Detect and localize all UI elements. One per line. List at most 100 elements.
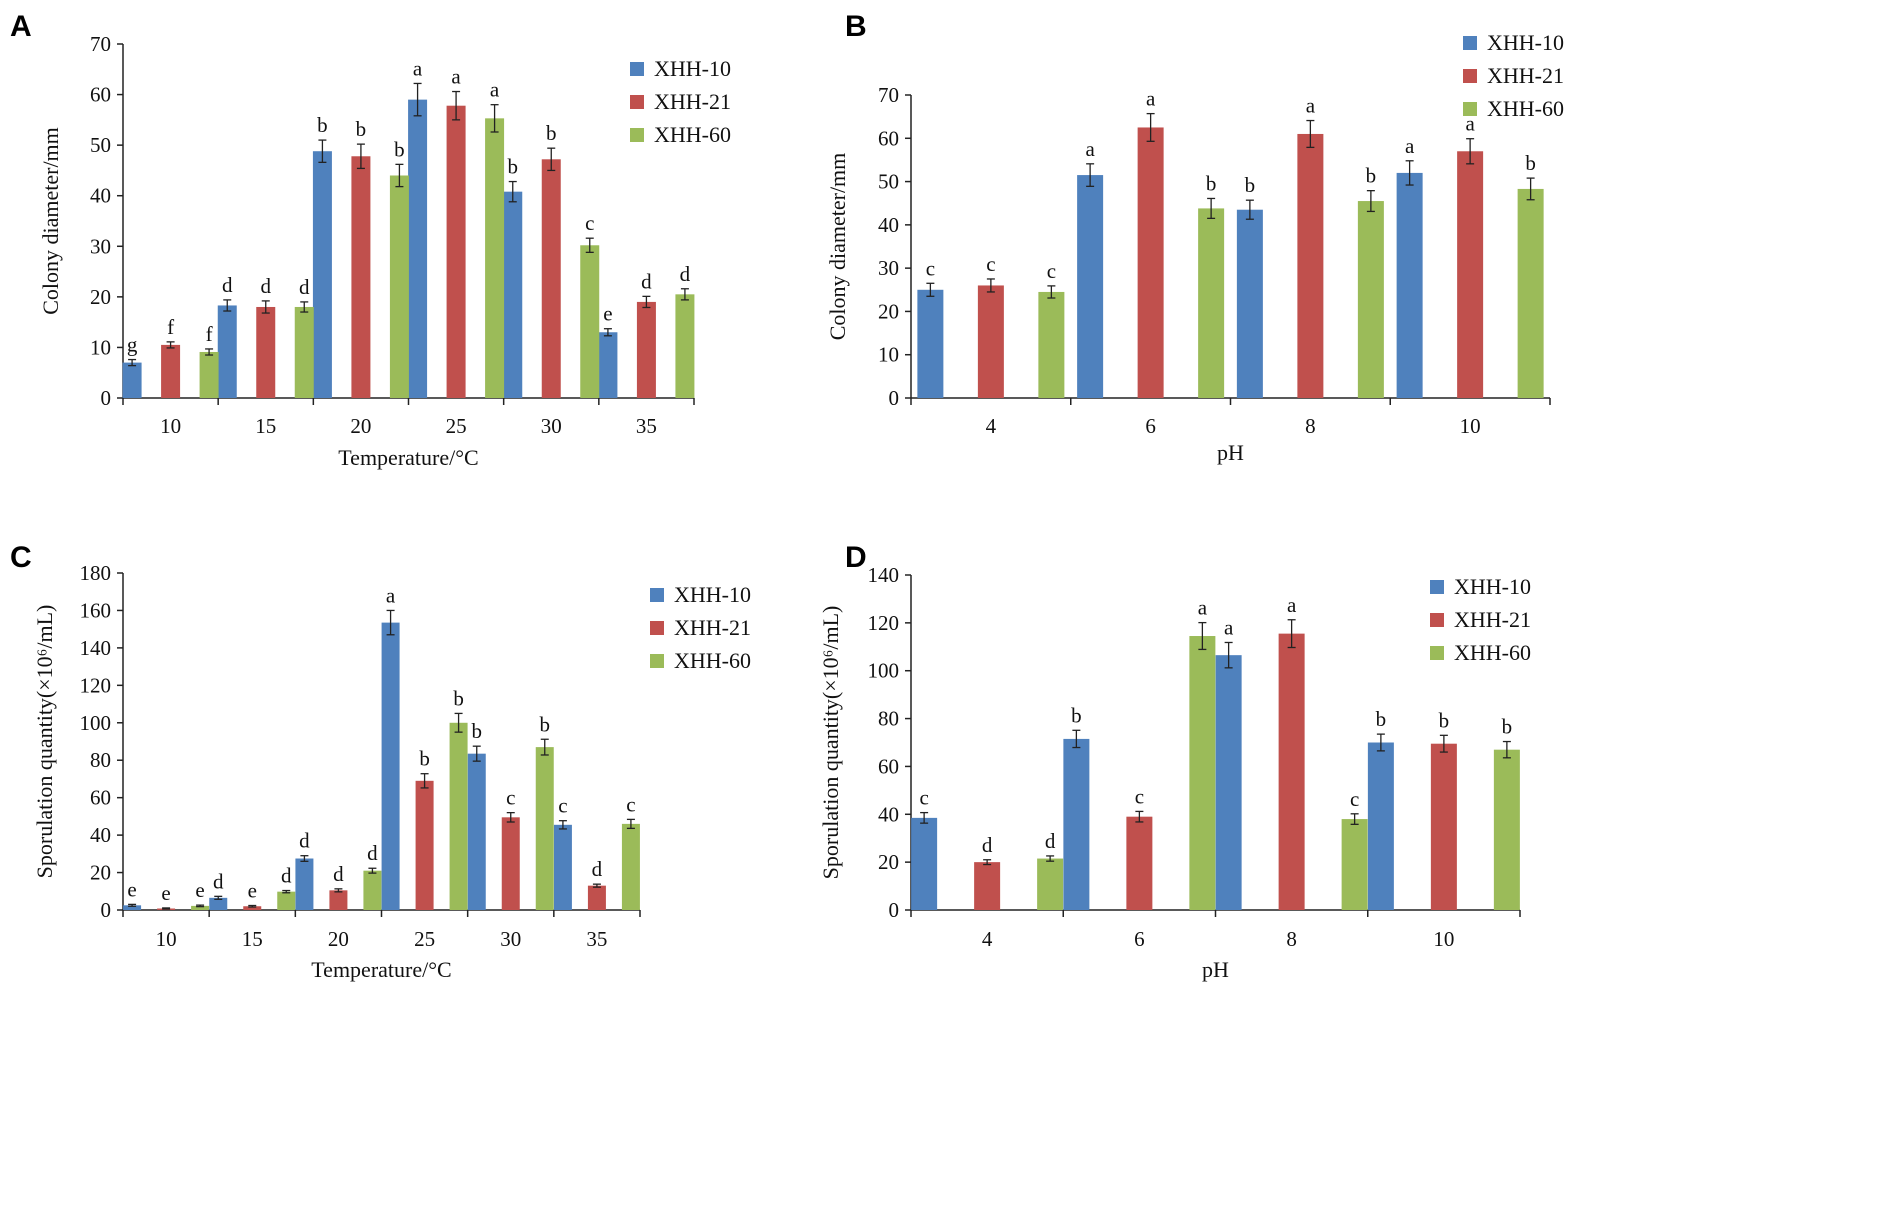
x-tick-label-c: 25: [414, 927, 435, 951]
bar-d-xhh-60: [1493, 749, 1520, 910]
significance-letter-d: b: [1376, 707, 1387, 731]
bar-c-xhh-21: [243, 906, 262, 910]
significance-letter-a: d: [680, 262, 691, 286]
y-tick-label-b: 0: [889, 386, 900, 410]
bar-d-xhh-21: [1278, 633, 1305, 910]
legend-swatch-c: [650, 588, 664, 602]
x-tick-label-d: 4: [982, 927, 993, 951]
y-tick-label-a: 30: [90, 234, 111, 258]
significance-letter-a: d: [222, 273, 233, 297]
bar-b-xhh-21: [1137, 127, 1164, 398]
significance-letter-d: a: [1198, 596, 1208, 620]
bar-a-xhh-60: [199, 351, 219, 398]
bar-b-xhh-60: [1198, 208, 1225, 398]
significance-letter-d: d: [982, 833, 993, 857]
bar-a-xhh-10: [217, 305, 237, 398]
bar-a-xhh-21: [446, 105, 466, 398]
significance-letter-a: b: [317, 113, 328, 137]
x-tick-label-d: 6: [1134, 927, 1145, 951]
y-tick-label-d: 20: [878, 850, 899, 874]
significance-letter-a: c: [585, 211, 594, 235]
bar-c-xhh-10: [123, 905, 142, 910]
significance-letter-a: a: [413, 56, 423, 80]
significance-letter-b: b: [1525, 151, 1536, 175]
y-tick-label-b: 40: [878, 213, 899, 237]
bar-a-xhh-60: [294, 306, 314, 398]
panel-label-d: D: [845, 541, 867, 574]
significance-letter-b: a: [1306, 94, 1316, 118]
significance-letter-d: a: [1224, 615, 1234, 639]
significance-letter-c: b: [472, 719, 483, 743]
y-axis-title-b: Colony diameter/mm: [825, 153, 850, 341]
bar-a-xhh-10: [408, 99, 428, 398]
y-tick-label-a: 40: [90, 184, 111, 208]
x-axis-title-a: Temperature/°C: [338, 445, 478, 470]
bar-c-xhh-60: [621, 823, 640, 910]
y-tick-label-c: 20: [90, 861, 111, 885]
x-tick-label-a: 15: [255, 414, 276, 438]
y-tick-label-b: 70: [878, 83, 899, 107]
significance-letter-a: d: [261, 274, 272, 298]
x-tick-label-b: 6: [1145, 414, 1156, 438]
x-tick-label-c: 20: [328, 927, 349, 951]
y-tick-label-a: 60: [90, 83, 111, 107]
bar-a-xhh-10: [312, 151, 332, 398]
legend-swatch-b: [1463, 69, 1477, 83]
bar-b-xhh-10: [1236, 209, 1263, 398]
y-tick-label-c: 160: [80, 598, 112, 622]
y-tick-label-c: 80: [90, 748, 111, 772]
x-tick-label-a: 25: [446, 414, 467, 438]
y-tick-label-b: 50: [878, 170, 899, 194]
significance-letter-c: e: [127, 877, 136, 901]
significance-letter-c: c: [626, 792, 635, 816]
chart-a-svg: A 0 10 20 30 40 50 60 70 10 15 20 25 30 35 g d b a b e f d b a b d…: [10, 10, 731, 470]
y-tick-label-c: 120: [80, 673, 112, 697]
y-tick-label-a: 10: [90, 335, 111, 359]
significance-letter-a: b: [394, 137, 405, 161]
bar-b-xhh-10: [917, 289, 944, 398]
x-tick-label-b: 4: [986, 414, 997, 438]
significance-letter-b: c: [926, 256, 935, 280]
chart-b-svg: B 0 10 20 30 40 50 60 70 4 6 8 10 c a b a c a a a c b b b Colony …: [825, 10, 1564, 465]
significance-letter-c: d: [281, 864, 292, 888]
panel-a: A 0 10 20 30 40 50 60 70 10 15 20 25 30 35 g d b a b e f d b a b d…: [0, 0, 951, 600]
panel-label-a: A: [10, 10, 32, 43]
x-tick-label-c: 15: [242, 927, 263, 951]
bar-d-xhh-10: [1367, 742, 1394, 910]
bar-c-xhh-10: [553, 824, 572, 910]
significance-letter-c: b: [453, 686, 464, 710]
significance-letter-a: a: [451, 65, 461, 89]
bar-c-xhh-60: [191, 905, 210, 910]
panel-c: C 0 20 40 60 80 100 120 140 160 180 10 15 20 25 30 35 e d d…: [0, 541, 951, 1205]
x-axis-title-d: pH: [1202, 957, 1229, 982]
y-tick-label-b: 30: [878, 256, 899, 280]
x-axis-title-b: pH: [1217, 440, 1244, 465]
bar-b-xhh-21: [1457, 151, 1484, 398]
significance-letter-d: b: [1439, 708, 1450, 732]
x-tick-label-b: 8: [1305, 414, 1316, 438]
significance-letter-d: c: [919, 786, 928, 810]
bar-c-xhh-60: [277, 891, 296, 910]
legend-swatch-d: [1430, 646, 1444, 660]
bar-a-xhh-60: [485, 118, 505, 398]
y-tick-label-c: 40: [90, 823, 111, 847]
legend-label-d: XHH-21: [1454, 607, 1531, 632]
significance-letter-a: f: [206, 322, 213, 346]
y-tick-label-a: 50: [90, 133, 111, 157]
y-axis-title-d: Sporulation quantity(×10⁶/mL): [818, 606, 843, 880]
significance-letter-b: c: [1047, 259, 1056, 283]
y-tick-label-d: 80: [878, 707, 899, 731]
bar-d-xhh-60: [1341, 819, 1368, 910]
significance-letter-c: b: [419, 747, 430, 771]
significance-letter-c: a: [386, 583, 396, 607]
legend-swatch-d: [1430, 580, 1444, 594]
bar-d-xhh-60: [1189, 636, 1216, 910]
bar-d-xhh-21: [1126, 816, 1153, 910]
bar-d-xhh-10: [1063, 738, 1090, 910]
significance-letter-d: c: [1350, 787, 1359, 811]
significance-letter-d: b: [1071, 703, 1082, 727]
bar-d-xhh-60: [1037, 858, 1064, 910]
significance-letter-c: d: [592, 857, 603, 881]
significance-letter-a: b: [356, 117, 367, 141]
